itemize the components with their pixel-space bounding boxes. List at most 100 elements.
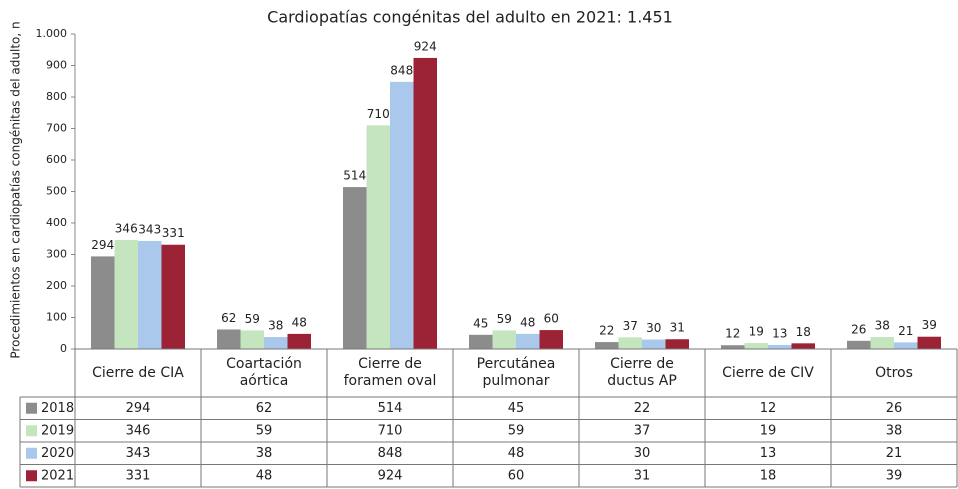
legend-swatch: [26, 425, 37, 437]
y-tick-label: 600: [46, 153, 67, 166]
y-tick-label: 700: [46, 122, 67, 135]
bar: [768, 344, 792, 349]
y-tick-label: 800: [46, 90, 67, 103]
legend-swatch: [26, 470, 37, 482]
bar: [138, 240, 162, 349]
table-value: 48: [256, 468, 273, 483]
bar: [217, 329, 241, 349]
table-value: 38: [886, 423, 903, 438]
data-label: 21: [898, 324, 913, 338]
data-label: 38: [875, 319, 890, 333]
bar: [390, 81, 414, 349]
bar: [744, 343, 768, 349]
bar: [870, 337, 894, 349]
bar: [516, 333, 540, 349]
table-value: 331: [126, 468, 151, 483]
y-tick-label: 300: [46, 248, 67, 261]
bar: [114, 240, 138, 349]
table-value: 31: [634, 468, 651, 483]
category-label: Otros: [875, 364, 913, 381]
bar: [642, 339, 666, 349]
y-tick-label: 0: [60, 342, 67, 355]
data-label: 30: [646, 321, 661, 335]
data-label: 346: [115, 222, 138, 236]
bar: [343, 187, 367, 349]
y-tick-label: 1.000: [36, 27, 68, 40]
y-axis-label: Procedimientos en cardiopatías congénita…: [9, 21, 23, 358]
data-label: 12: [725, 327, 740, 341]
bar: [264, 337, 288, 349]
table-value: 19: [760, 423, 777, 438]
legend-label: 2020: [41, 446, 74, 461]
table-value: 294: [126, 401, 151, 416]
legend-swatch: [26, 447, 37, 459]
table-value: 39: [886, 468, 903, 483]
legend-label: 2021: [41, 468, 74, 483]
data-label: 294: [91, 238, 114, 252]
bar: [161, 244, 185, 349]
category-label: Cierre de CIA: [92, 364, 184, 381]
y-tick-label: 900: [46, 59, 67, 72]
data-label: 22: [599, 324, 614, 338]
y-tick-label: 200: [46, 279, 67, 292]
data-label: 38: [268, 319, 283, 333]
bar: [287, 333, 311, 349]
table-value: 62: [256, 401, 273, 416]
data-label: 62: [221, 311, 236, 325]
table-value: 59: [508, 423, 525, 438]
data-label: 31: [670, 321, 685, 335]
data-label: 59: [497, 312, 512, 326]
table-value: 12: [760, 401, 777, 416]
data-label: 848: [390, 63, 413, 77]
bar: [492, 330, 516, 349]
bar: [791, 343, 815, 349]
data-label: 343: [138, 222, 161, 236]
data-label: 59: [245, 312, 260, 326]
table-value: 26: [886, 401, 903, 416]
data-label: 514: [343, 169, 366, 183]
legend-label: 2019: [41, 423, 74, 438]
table-value: 13: [760, 446, 777, 461]
data-label: 26: [851, 322, 866, 336]
table-value: 514: [378, 401, 403, 416]
category-label: Percutánea pulmonar: [476, 356, 556, 389]
table-value: 21: [886, 446, 903, 461]
bar: [917, 336, 941, 349]
chart-title: Cardiopatías congénitas del adulto en 20…: [267, 8, 673, 27]
table-value: 30: [634, 446, 651, 461]
table-value: 346: [126, 423, 151, 438]
data-label: 39: [922, 318, 937, 332]
bar: [413, 57, 437, 349]
table-value: 848: [378, 446, 403, 461]
bar: [721, 345, 745, 349]
table-value: 22: [634, 401, 651, 416]
category-label: Cierre de foramen oval: [343, 356, 437, 389]
bar: [894, 342, 918, 349]
data-label: 45: [473, 316, 488, 330]
table-value: 37: [634, 423, 651, 438]
table-value: 45: [508, 401, 525, 416]
category-label: Cierre de ductus AP: [607, 356, 677, 389]
data-label: 48: [292, 315, 307, 329]
data-label: 48: [520, 315, 535, 329]
bar: [91, 256, 115, 349]
y-tick-label: 100: [46, 311, 67, 324]
bar: [366, 125, 390, 349]
y-tick-label: 400: [46, 216, 67, 229]
table-value: 18: [760, 468, 777, 483]
table-value: 60: [508, 468, 525, 483]
table-value: 38: [256, 446, 273, 461]
table-value: 59: [256, 423, 273, 438]
table-value: 48: [508, 446, 525, 461]
bar: [618, 337, 642, 349]
legend-swatch: [26, 402, 37, 414]
data-label: 19: [749, 325, 764, 339]
category-label: Coartación aórtica: [226, 356, 302, 389]
data-label: 37: [623, 319, 638, 333]
data-label: 924: [414, 39, 437, 53]
data-label: 60: [544, 312, 559, 326]
legend-label: 2018: [41, 401, 74, 416]
bar: [240, 330, 264, 349]
category-label: Cierre de CIV: [722, 364, 814, 381]
